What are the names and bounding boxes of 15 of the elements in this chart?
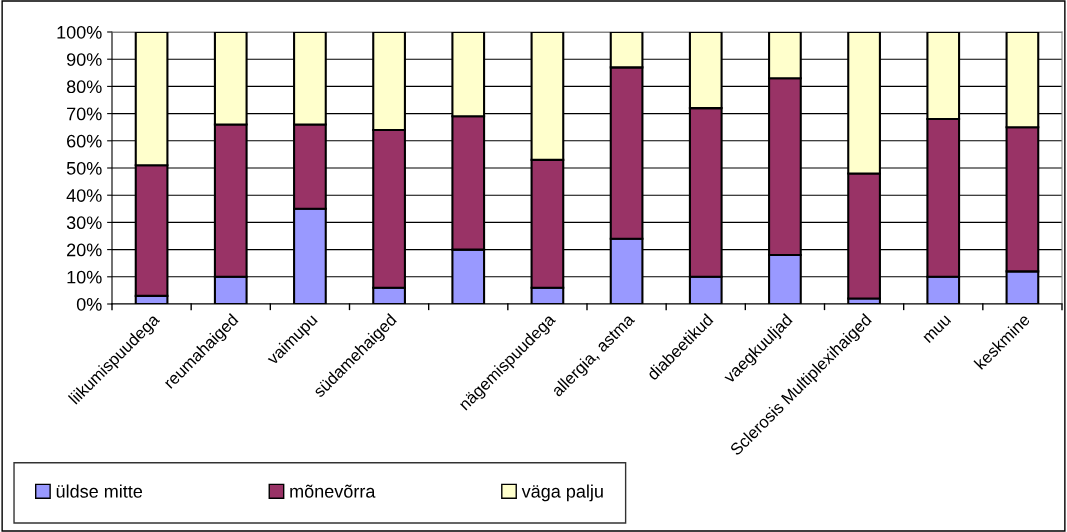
y-tick-label: 60% [67,134,102,148]
y-tick-label: 20% [67,243,102,257]
x-tick-label: muu [923,315,952,344]
y-tick-label: 90% [66,53,102,66]
y-tick-label: 50% [66,161,102,175]
y-tick-label: 100% [57,25,102,39]
y-tick-label: 0% [76,297,102,311]
y-tick-label: 80% [66,80,102,94]
legend-label: üldse mitte [56,484,143,498]
y-tick-label: 70% [67,107,102,121]
y-tick-label: 30% [66,216,102,230]
legend-label: väga palju [521,484,603,502]
y-tick-label: 10% [67,270,102,284]
legend-label: mõnevõrra [290,484,376,498]
y-tick-label: 40% [66,189,102,202]
